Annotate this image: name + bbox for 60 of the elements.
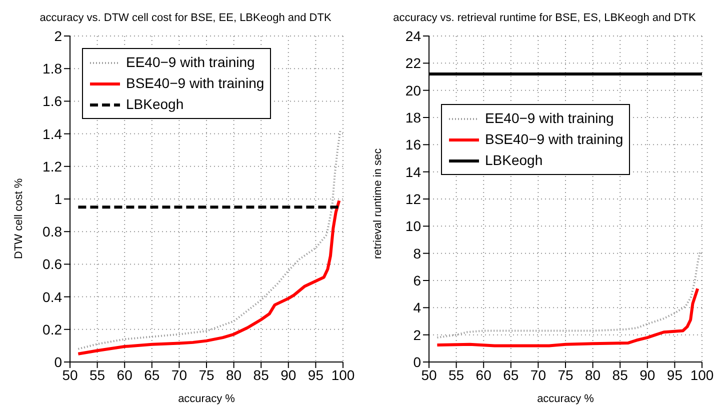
x-tick-label: 95 xyxy=(666,366,683,383)
x-tick-label: 95 xyxy=(308,366,324,383)
y-tick-label: 6 xyxy=(413,272,422,288)
y-tick-label: 1.8 xyxy=(42,60,62,77)
y-tick-label: 0 xyxy=(54,354,62,370)
x-tick-label: 50 xyxy=(62,366,78,383)
y-axis-title: retrieval runtime in sec xyxy=(372,148,384,259)
legend-label: BSE40−9 with training xyxy=(126,74,264,93)
y-axis-title: DTW cell cost % xyxy=(12,178,25,259)
y-tick-label: 1.2 xyxy=(42,158,62,174)
x-tick-label: 65 xyxy=(144,366,160,383)
y-tick-label: 0 xyxy=(413,354,422,370)
x-tick-label: 55 xyxy=(90,366,106,383)
y-tick-label: 1 xyxy=(54,190,62,207)
y-tick-label: 22 xyxy=(405,55,422,72)
x-tick-label: 75 xyxy=(558,366,574,383)
y-tick-label: 8 xyxy=(413,245,422,262)
x-tick-label: 80 xyxy=(585,366,601,383)
y-tick-label: 12 xyxy=(405,190,422,207)
x-tick-label: 90 xyxy=(640,366,656,383)
y-tick-label: 4 xyxy=(413,300,422,316)
legend-label: BSE40−9 with training xyxy=(485,130,624,149)
y-tick-label: 16 xyxy=(405,136,422,153)
legend-label: LBKeogh xyxy=(126,95,184,114)
line-series xyxy=(436,287,700,348)
x-tick-label: 70 xyxy=(530,366,546,383)
legend-label: EE40−9 with training xyxy=(126,53,255,72)
y-tick-label: 0.6 xyxy=(42,256,62,272)
y-tick-label: 0.8 xyxy=(42,224,62,240)
x-tick-label: 100 xyxy=(331,366,355,383)
x-tick-label: 55 xyxy=(448,366,464,383)
x-tick-label: 90 xyxy=(280,366,296,383)
y-tick-label: 24 xyxy=(405,28,422,44)
x-tick-label: 60 xyxy=(476,366,492,383)
y-tick-label: 2 xyxy=(54,28,62,44)
line-series xyxy=(76,199,341,356)
y-tick-label: 10 xyxy=(405,218,422,234)
x-tick-label: 50 xyxy=(421,366,437,383)
y-tick-label: 2 xyxy=(413,326,422,343)
x-tick-label: 100 xyxy=(690,366,714,383)
x-tick-label: 85 xyxy=(253,366,270,383)
x-tick-label: 80 xyxy=(226,366,242,383)
y-tick-label: 1.4 xyxy=(42,126,62,142)
x-axis-title: accuracy % xyxy=(537,393,594,405)
y-tick-label: 1.6 xyxy=(42,93,62,110)
y-tick-label: 18 xyxy=(405,109,422,126)
x-tick-label: 70 xyxy=(171,366,188,383)
x-axis-title: accuracy % xyxy=(178,393,236,405)
x-tick-label: 85 xyxy=(612,366,628,383)
x-tick-label: 60 xyxy=(116,366,133,383)
x-tick-label: 65 xyxy=(503,366,519,383)
y-tick-label: 14 xyxy=(405,164,422,180)
chart-title: accuracy vs. DTW cell cost for BSE, EE, LBKeogh and DTK xyxy=(40,12,332,24)
y-tick-label: 0.4 xyxy=(42,288,62,305)
x-tick-label: 75 xyxy=(198,366,214,383)
legend-label: LBKeogh xyxy=(485,151,543,170)
chart-title: accuracy vs. retrieval runtime for BSE, ES, LBKeogh and DTK xyxy=(393,12,696,24)
y-tick-label: 20 xyxy=(405,82,422,98)
legend-label: EE40−9 with training xyxy=(485,109,614,128)
y-tick-label: 0.2 xyxy=(42,321,62,338)
